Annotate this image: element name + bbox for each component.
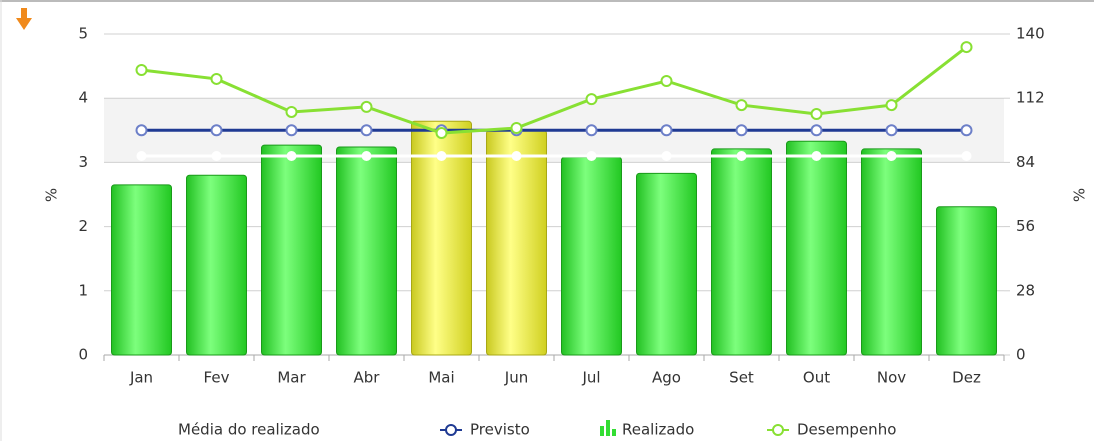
legend-label: Média do realizado	[178, 421, 320, 439]
bar	[261, 144, 322, 356]
bar	[711, 148, 772, 356]
line-point	[585, 124, 598, 137]
y-tick-label: 5	[78, 25, 88, 43]
y-tick-label: 2	[78, 217, 88, 235]
x-tick-label: Ago	[652, 369, 681, 387]
y2-tick-label: 84	[1016, 153, 1035, 171]
line-point	[736, 150, 747, 161]
bar	[786, 140, 847, 356]
x-tick-label: Jun	[504, 369, 528, 387]
bar	[486, 129, 547, 356]
line-point	[136, 150, 147, 161]
line-point	[810, 124, 823, 137]
y2-axis-label: %	[1071, 188, 1089, 202]
line-point	[886, 150, 897, 161]
line-point	[960, 124, 973, 137]
x-tick-label: Jan	[129, 369, 153, 387]
y2-tick-label: 0	[1016, 346, 1026, 364]
legend-icon	[612, 429, 616, 436]
line-point	[960, 41, 973, 54]
x-tick-label: Nov	[877, 369, 906, 387]
line-point	[585, 93, 598, 106]
line-series	[141, 45, 968, 135]
line-point	[361, 150, 372, 161]
down-arrow-icon[interactable]	[16, 8, 32, 30]
legend-icon	[772, 424, 784, 436]
x-tick-label: Mai	[428, 369, 454, 387]
legend-label: Previsto	[470, 421, 530, 439]
y2-tick-label: 140	[1016, 25, 1045, 43]
legend-label: Desempenho	[797, 421, 896, 439]
y-axis-label: %	[43, 188, 61, 202]
line-point	[885, 124, 898, 137]
line-point	[286, 150, 297, 161]
line-point	[435, 127, 448, 140]
y-tick-label: 3	[78, 153, 88, 171]
x-tick-label: Jul	[581, 369, 600, 387]
bar	[336, 146, 397, 356]
line-point	[360, 100, 373, 113]
legend-label: Realizado	[622, 421, 694, 439]
bar	[936, 206, 997, 356]
x-tick-label: Mar	[277, 369, 306, 387]
line-point	[511, 150, 522, 161]
x-tick-label: Fev	[204, 369, 230, 387]
y-tick-label: 1	[78, 281, 88, 299]
legend-icon	[445, 424, 457, 436]
x-tick-label: Set	[729, 369, 754, 387]
legend-icon	[600, 426, 604, 436]
line-point	[285, 124, 298, 137]
y-tick-label: 4	[78, 89, 88, 107]
x-tick-label: Out	[803, 369, 830, 387]
bar	[636, 172, 697, 356]
line-point	[660, 124, 673, 137]
line-point	[211, 150, 222, 161]
line-point	[135, 124, 148, 137]
y2-tick-label: 112	[1016, 89, 1045, 107]
x-tick-label: Dez	[952, 369, 981, 387]
line-point	[510, 122, 523, 135]
line-point	[586, 150, 597, 161]
line-point	[660, 75, 673, 88]
legend-icon	[606, 420, 610, 436]
line-point	[961, 150, 972, 161]
bar	[861, 148, 922, 356]
line-point	[735, 99, 748, 112]
line-point	[360, 124, 373, 137]
y-tick-label: 0	[78, 346, 88, 364]
line-point	[285, 105, 298, 118]
line-point	[661, 150, 672, 161]
bar	[111, 184, 172, 356]
line-point	[210, 72, 223, 85]
line-point	[735, 124, 748, 137]
y2-tick-label: 28	[1016, 281, 1035, 299]
line-point	[810, 108, 823, 121]
bar	[186, 174, 247, 356]
bar	[411, 120, 472, 356]
line-point	[436, 150, 447, 161]
line-point	[811, 150, 822, 161]
x-tick-label: Abr	[354, 369, 381, 387]
y2-tick-label: 56	[1016, 217, 1035, 235]
line-point	[885, 99, 898, 112]
line-point	[210, 124, 223, 137]
line-point	[135, 63, 148, 76]
bar	[561, 156, 622, 356]
